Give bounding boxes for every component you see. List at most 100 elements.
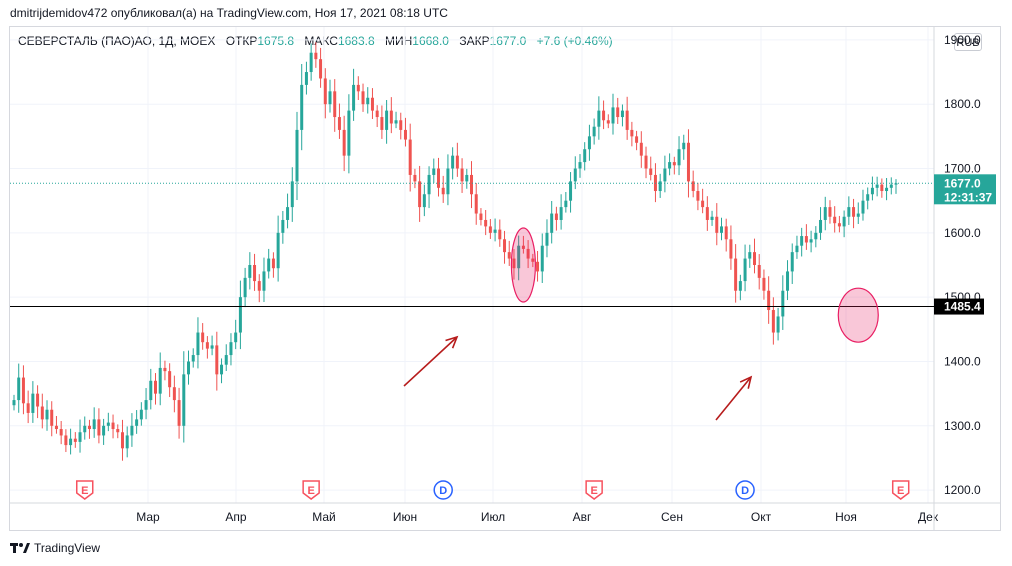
candle-body (602, 110, 606, 121)
candle-body (503, 239, 507, 253)
candle-body (828, 207, 832, 217)
candle-body (465, 174, 469, 182)
candle-body (531, 258, 535, 262)
candle-body (649, 168, 653, 175)
y-tick-label: 1900.0 (944, 33, 981, 47)
candle-body (153, 380, 157, 394)
candle-body (290, 181, 294, 208)
candle-body (187, 361, 191, 375)
candle-body (696, 191, 700, 201)
candle-body (64, 435, 68, 446)
candle-body (762, 277, 766, 291)
candle-body (12, 400, 16, 406)
candle-body (451, 155, 455, 169)
earnings-event-icon[interactable] (75, 480, 94, 500)
candle-body (125, 435, 129, 449)
candle-body (418, 181, 422, 208)
candle-body (271, 258, 275, 269)
level-price-tag (934, 298, 984, 315)
candle-body (866, 194, 870, 201)
dividend-event-label: D (439, 485, 447, 497)
highlight-ellipse (510, 227, 536, 303)
candle-body (724, 226, 728, 240)
candle-body (83, 425, 87, 433)
candle-body (286, 207, 290, 220)
legend-close-label: ЗАКР (459, 34, 490, 48)
candle-body (564, 200, 568, 208)
legend-high-label: МАКС (304, 34, 338, 48)
candle-body (611, 107, 615, 124)
dividend-event-icon[interactable] (433, 480, 453, 500)
candle-body (498, 229, 502, 240)
candle-body (191, 355, 195, 362)
candle-body (116, 429, 120, 433)
candle-body (281, 219, 285, 233)
candle-body (870, 187, 874, 195)
candle-body (719, 226, 723, 233)
candle-body (677, 149, 681, 166)
candle-body (861, 200, 865, 214)
candle-body (215, 345, 219, 375)
candle-body (701, 200, 705, 208)
chart-legend: СЕВЕРСТАЛЬ (ПАО)АО, 1Д, MOEX ОТКР1675.8 … (18, 34, 613, 48)
candle-body (182, 374, 186, 426)
x-tick-label: Сен (661, 510, 683, 524)
candle-body (87, 425, 91, 430)
candle-body (470, 174, 474, 195)
candle-body (323, 78, 327, 105)
candle-body (493, 229, 497, 233)
candle-body (220, 364, 224, 375)
y-tick-label: 1200.0 (944, 483, 981, 497)
candle-body (540, 245, 544, 272)
x-tick-label: Ноя (835, 510, 857, 524)
candle-body (304, 72, 308, 85)
candle-body (78, 432, 82, 442)
earnings-event-label: E (590, 485, 597, 497)
candle-body (889, 184, 893, 188)
candle-body (488, 226, 492, 233)
candle-body (710, 216, 714, 220)
candle-body (106, 422, 110, 426)
dividend-event-icon[interactable] (735, 480, 755, 500)
candle-body (842, 216, 846, 227)
x-tick-label: Июл (481, 510, 505, 524)
candle-body (234, 332, 238, 343)
candle-body (536, 261, 540, 272)
candle-body (366, 97, 370, 105)
tradingview-logo-icon (10, 543, 30, 553)
candle-body (385, 110, 389, 130)
currency-button[interactable]: RUB (954, 33, 982, 51)
earnings-event-icon[interactable] (585, 480, 603, 500)
earnings-event-icon[interactable] (302, 480, 320, 500)
candle-body (757, 265, 761, 278)
candle-body (743, 258, 747, 282)
chart-frame[interactable] (9, 26, 1001, 531)
candle-body (606, 120, 610, 124)
candle-body (102, 425, 106, 436)
candle-body (455, 155, 459, 169)
candle-body (597, 110, 601, 127)
candle-body (616, 107, 620, 118)
y-tick-label: 1700.0 (944, 162, 981, 176)
candle-body (767, 290, 771, 311)
candle-body (210, 345, 214, 349)
candle-body (880, 184, 884, 192)
x-tick-label: Апр (225, 510, 247, 524)
candle-body (837, 223, 841, 227)
published-by-line: dmitrijdemidov472 опубликовал(а) на Trad… (10, 6, 448, 20)
highlight-ellipse (837, 287, 879, 343)
candle-body (328, 91, 332, 105)
candle-body (894, 183, 898, 185)
candle-body (526, 248, 530, 259)
earnings-event-icon[interactable] (891, 480, 910, 500)
candle-body (705, 207, 709, 220)
y-tick-label: 1600.0 (944, 226, 981, 240)
candle-body (361, 91, 365, 105)
candle-body (856, 213, 860, 217)
candle-body (550, 213, 554, 233)
candle-body (441, 187, 445, 195)
candle-body (243, 277, 247, 298)
candle-body (135, 419, 139, 426)
candle-body (144, 400, 148, 410)
